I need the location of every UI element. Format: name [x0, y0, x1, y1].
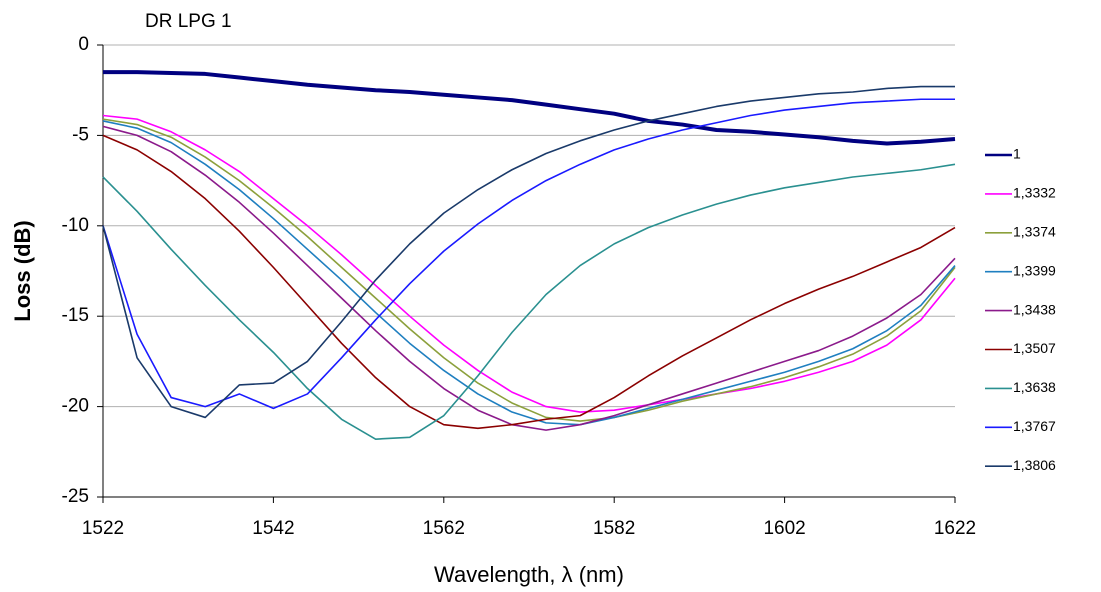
series-line — [102, 125, 956, 431]
x-tick-label: 1542 — [252, 518, 294, 539]
chart-title: DR LPG 1 — [145, 11, 232, 32]
x-tick-label: 1522 — [82, 518, 124, 539]
legend-label: 1,3806 — [1013, 457, 1056, 473]
y-axis-label: Loss (dB) — [10, 220, 35, 321]
x-tick-label: 1622 — [934, 518, 976, 539]
series-line — [102, 98, 955, 410]
series-line — [102, 134, 956, 430]
y-tick-label: -10 — [62, 215, 89, 236]
y-tick-label: -5 — [72, 124, 89, 145]
series-line — [102, 163, 956, 440]
legend-label: 1,3638 — [1013, 379, 1056, 395]
legend-label: 1 — [1013, 146, 1021, 162]
legend-label: 1,3767 — [1013, 418, 1056, 434]
legend-label: 1,3438 — [1013, 301, 1056, 317]
series-line — [102, 120, 956, 426]
legend-label: 1,3507 — [1013, 340, 1056, 356]
legend-label: 1,3374 — [1013, 224, 1056, 240]
series-line — [103, 70, 956, 146]
series-line — [102, 118, 956, 422]
x-axis-label: Wavelength, λ (nm) — [434, 562, 624, 587]
y-tick-label: -15 — [62, 305, 89, 326]
series-line — [102, 85, 955, 419]
y-tick-label: 0 — [78, 34, 89, 55]
x-tick-label: 1602 — [763, 518, 805, 539]
x-tick-label: 1582 — [593, 518, 635, 539]
y-tick-label: -25 — [62, 486, 89, 507]
series-line — [102, 114, 956, 413]
legend-label: 1,3399 — [1013, 262, 1056, 278]
y-tick-label: -20 — [62, 396, 89, 417]
legend-label: 1,3332 — [1013, 185, 1056, 201]
x-tick-label: 1562 — [423, 518, 465, 539]
